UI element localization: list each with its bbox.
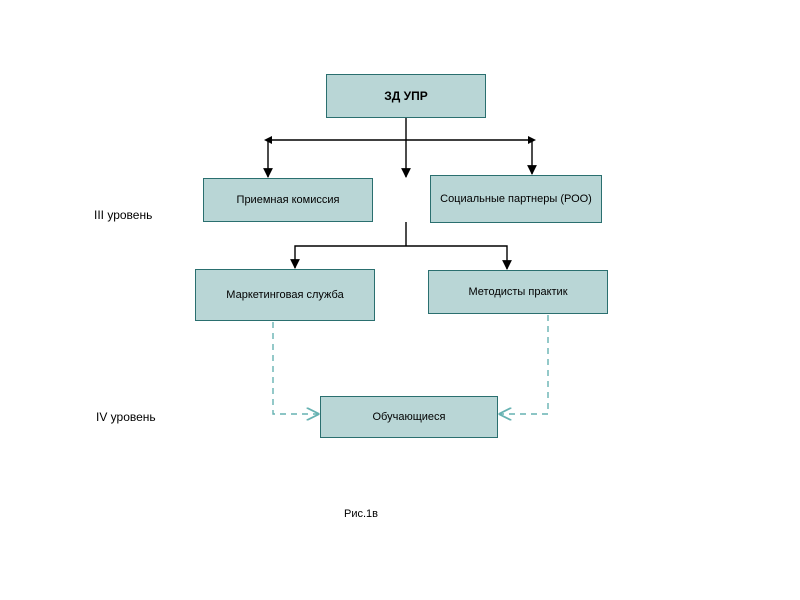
node-label: ЗД УПР xyxy=(384,89,428,103)
node-social-partners: Социальные партнеры (РОО) xyxy=(430,175,602,223)
node-label: Маркетинговая служба xyxy=(226,289,343,301)
edge-solid xyxy=(406,140,532,174)
node-students: Обучающиеся xyxy=(320,396,498,438)
edge-solid xyxy=(268,140,406,177)
edge-dashed xyxy=(273,322,318,414)
label-text: III уровень xyxy=(94,208,152,222)
figure-caption: Рис.1в xyxy=(344,508,378,520)
node-label: Приемная комиссия xyxy=(237,194,340,206)
node-marketing: Маркетинговая служба xyxy=(195,269,375,321)
node-zd-upr: ЗД УПР xyxy=(326,74,486,118)
edge-corner-arrow xyxy=(264,136,272,144)
edge-corner-arrow xyxy=(528,136,536,144)
caption-text: Рис.1в xyxy=(344,508,378,520)
edge-solid xyxy=(295,246,406,268)
node-admissions: Приемная комиссия xyxy=(203,178,373,222)
edge-solid xyxy=(406,246,507,269)
node-methodists: Методисты практик xyxy=(428,270,608,314)
node-label: Обучающиеся xyxy=(373,411,446,423)
node-label: Социальные партнеры (РОО) xyxy=(440,193,592,205)
level-3-label: III уровень xyxy=(94,208,152,222)
node-label: Методисты практик xyxy=(468,286,567,298)
level-4-label: IV уровень xyxy=(96,410,156,424)
label-text: IV уровень xyxy=(96,410,156,424)
edge-dashed xyxy=(500,315,548,414)
